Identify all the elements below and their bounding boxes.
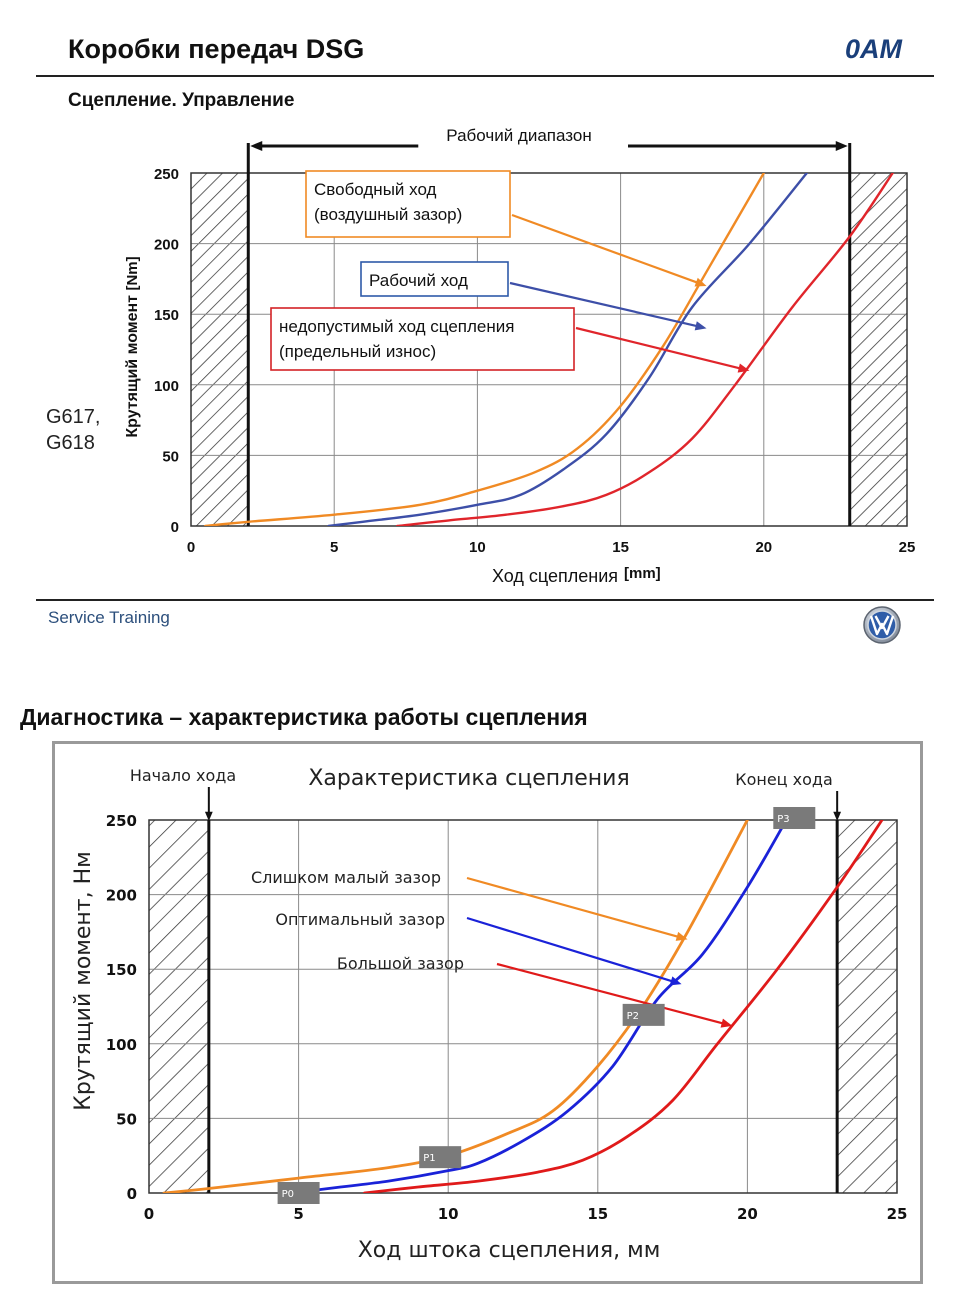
page-title: Коробки передач DSG xyxy=(68,34,365,64)
diagnostics-frame xyxy=(52,741,923,1284)
annotation-arrowhead-icon xyxy=(720,1018,733,1028)
end-label: Конец хода xyxy=(735,770,833,789)
arrowhead-left-icon xyxy=(250,140,263,152)
x-axis-label: Ход сцепления xyxy=(492,566,618,586)
y-tick-label: 200 xyxy=(106,887,137,905)
series-line xyxy=(396,173,894,526)
annotation-box xyxy=(270,307,575,371)
series-line xyxy=(204,173,765,526)
point-label: P3 xyxy=(777,814,789,825)
point-label: P1 xyxy=(423,1153,435,1164)
hatched-zone-left xyxy=(149,820,209,1193)
x-tick-label: 0 xyxy=(144,1205,154,1223)
footer-label: Service Training xyxy=(48,608,170,627)
footer-divider xyxy=(36,599,934,601)
y-axis-label: Крутящий момент [Nm] xyxy=(124,256,141,437)
annotation-arrow xyxy=(509,281,701,329)
annotation-arrow xyxy=(511,213,702,285)
sensor-label-g618: G618 xyxy=(46,432,95,454)
annotation-arrow xyxy=(575,326,745,371)
arrowhead-right-icon xyxy=(835,140,848,152)
y-tick-label: 50 xyxy=(116,1110,137,1128)
plot-border xyxy=(148,819,898,1194)
point-marker xyxy=(277,1182,320,1204)
series-line xyxy=(363,820,884,1193)
header-divider xyxy=(36,75,934,77)
annotation-text: Оптимальный зазор xyxy=(275,910,445,929)
annotation-text: Слишком малый зазор xyxy=(251,868,441,887)
hatched-zone-right xyxy=(849,173,907,526)
chart-title: Характеристика сцепления xyxy=(308,766,629,791)
annotation-arrowhead-icon xyxy=(675,931,688,941)
point-marker xyxy=(622,1003,665,1026)
annotation-arrowhead-icon xyxy=(694,277,707,287)
sensor-label-g617: G617, xyxy=(46,406,101,428)
annotation-text: Рабочий ход xyxy=(369,271,468,290)
x-axis-unit: [mm] xyxy=(624,565,661,582)
y-tick-label: 200 xyxy=(154,237,179,254)
y-tick-label: 0 xyxy=(171,519,179,536)
vw-logo-icon xyxy=(863,606,901,644)
series-line xyxy=(162,820,749,1193)
hatched-zone-left xyxy=(191,173,249,526)
x-tick-label: 15 xyxy=(587,1205,608,1223)
point-label: P2 xyxy=(627,1011,639,1022)
end-arrowhead-icon xyxy=(833,811,842,821)
x-tick-label: 15 xyxy=(612,539,629,556)
clutch-characteristic-chart: 0 5 10 15 20 25050100150200250Характеристика … xyxy=(71,766,908,1263)
annotation-arrow xyxy=(466,876,682,939)
annotation-arrowhead-icon xyxy=(669,976,682,986)
x-tick-label: 20 xyxy=(737,1205,758,1223)
x-tick-label: 5 xyxy=(330,539,338,556)
y-tick-label: 100 xyxy=(106,1036,137,1054)
section-subtitle: Сцепление. Управление xyxy=(68,90,295,111)
annotation-text: (предельный износ) xyxy=(279,342,436,361)
x-tick-label: 25 xyxy=(899,539,916,556)
point-marker xyxy=(419,1146,462,1169)
x-tick-label: 0 xyxy=(187,539,195,556)
annotation-arrow xyxy=(496,962,726,1026)
diagnostics-title: Диагностика – характеристика работы сцеп… xyxy=(20,704,588,730)
x-tick-label: 10 xyxy=(469,539,486,556)
annotation-text: Свободный ход xyxy=(314,180,437,199)
annotation-text: недопустимый ход сцепления xyxy=(279,317,514,336)
x-tick-label: 20 xyxy=(755,539,772,556)
y-tick-label: 0 xyxy=(127,1185,137,1203)
annotation-text: (воздушный зазор) xyxy=(314,205,462,224)
sensor-labels: G617, G618 xyxy=(46,404,100,456)
start-label: Начало хода xyxy=(130,766,236,785)
point-label: P0 xyxy=(282,1189,294,1200)
x-tick-label: 5 xyxy=(293,1205,303,1223)
annotation-text: Большой зазор xyxy=(337,954,464,973)
start-arrowhead-icon xyxy=(204,811,213,821)
y-tick-label: 250 xyxy=(106,812,137,830)
plot-border xyxy=(190,172,908,527)
y-tick-label: 150 xyxy=(154,307,179,324)
series-line xyxy=(327,173,808,526)
annotation-arrowhead-icon xyxy=(737,363,750,373)
annotation-arrow xyxy=(466,916,676,984)
range-label: Рабочий диапазон xyxy=(446,126,591,145)
y-tick-label: 150 xyxy=(106,961,137,979)
hatched-zone-right xyxy=(837,820,897,1193)
point-marker xyxy=(773,807,816,829)
y-tick-label: 250 xyxy=(154,166,179,183)
x-tick-label: 10 xyxy=(438,1205,459,1223)
y-tick-label: 100 xyxy=(154,378,179,395)
annotation-box xyxy=(360,261,509,297)
x-tick-label: 25 xyxy=(887,1205,908,1223)
annotation-arrowhead-icon xyxy=(694,321,707,331)
gearbox-code: 0AM xyxy=(844,34,902,64)
series-line xyxy=(291,820,788,1193)
y-tick-label: 50 xyxy=(162,448,179,465)
annotation-box xyxy=(305,170,511,238)
x-axis-label: Ход штока сцепления, мм xyxy=(358,1238,661,1263)
plot-area xyxy=(149,820,897,1193)
y-axis-label: Крутящий момент, Нм xyxy=(71,851,96,1110)
